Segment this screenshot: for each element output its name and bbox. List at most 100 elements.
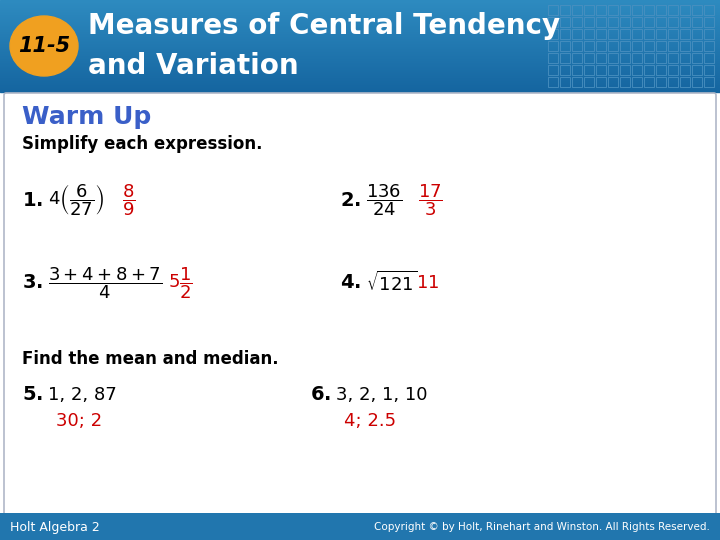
Bar <box>632 5 642 15</box>
Text: $\mathbf{5.}$: $\mathbf{5.}$ <box>22 386 43 404</box>
Bar <box>572 5 582 15</box>
Bar <box>680 5 690 15</box>
Bar <box>680 17 690 27</box>
Text: Measures of Central Tendency: Measures of Central Tendency <box>88 12 560 40</box>
Bar <box>0 28 720 29</box>
Bar <box>0 17 720 18</box>
Bar <box>704 65 714 75</box>
Bar <box>0 91 720 92</box>
Text: Simplify each expression.: Simplify each expression. <box>22 135 263 153</box>
Bar <box>0 48 720 49</box>
Bar <box>0 513 720 540</box>
Bar <box>560 77 570 87</box>
Bar <box>0 31 720 32</box>
Bar <box>704 5 714 15</box>
Bar <box>632 77 642 87</box>
Bar <box>0 4 720 5</box>
Bar <box>0 75 720 76</box>
Bar <box>632 53 642 63</box>
Bar <box>584 17 594 27</box>
Bar <box>704 17 714 27</box>
Bar <box>620 17 630 27</box>
Bar <box>0 49 720 50</box>
Text: $\dfrac{17}{3}$: $\dfrac{17}{3}$ <box>418 182 443 218</box>
Bar <box>0 83 720 84</box>
Bar <box>692 53 702 63</box>
Bar <box>0 46 720 47</box>
Bar <box>620 5 630 15</box>
Bar <box>0 56 720 57</box>
Text: $\dfrac{136}{24}$: $\dfrac{136}{24}$ <box>366 182 402 218</box>
Bar <box>584 5 594 15</box>
Bar <box>596 53 606 63</box>
Bar <box>548 77 558 87</box>
Bar <box>0 89 720 90</box>
Bar <box>632 65 642 75</box>
Bar <box>680 65 690 75</box>
Bar <box>0 36 720 37</box>
Bar <box>596 29 606 39</box>
Bar <box>0 57 720 58</box>
Bar <box>656 17 666 27</box>
Bar <box>704 41 714 51</box>
Bar <box>692 17 702 27</box>
Bar <box>0 5 720 6</box>
Bar <box>0 61 720 62</box>
Bar <box>644 29 654 39</box>
Bar <box>572 65 582 75</box>
Bar <box>584 65 594 75</box>
Text: $\mathbf{4.}$: $\mathbf{4.}$ <box>340 273 361 293</box>
Bar <box>548 5 558 15</box>
Bar <box>548 17 558 27</box>
Text: $\dfrac{3+4+8+7}{4}$: $\dfrac{3+4+8+7}{4}$ <box>48 265 162 301</box>
Bar <box>0 16 720 17</box>
Text: $\mathbf{2.}$: $\mathbf{2.}$ <box>340 191 361 210</box>
Bar <box>692 41 702 51</box>
Bar <box>0 66 720 67</box>
Bar <box>0 15 720 16</box>
Bar <box>0 44 720 45</box>
Text: $4\left(\dfrac{6}{27}\right)$: $4\left(\dfrac{6}{27}\right)$ <box>48 182 104 218</box>
Bar <box>0 42 720 43</box>
Bar <box>0 85 720 86</box>
Bar <box>680 77 690 87</box>
Bar <box>644 53 654 63</box>
Bar <box>0 23 720 24</box>
Bar <box>656 65 666 75</box>
Bar <box>608 53 618 63</box>
Bar <box>596 41 606 51</box>
Bar <box>608 65 618 75</box>
Bar <box>620 53 630 63</box>
Bar <box>656 29 666 39</box>
Bar <box>0 74 720 75</box>
Bar <box>620 77 630 87</box>
Bar <box>704 29 714 39</box>
Bar <box>0 19 720 20</box>
Bar <box>596 77 606 87</box>
Bar <box>0 87 720 88</box>
Bar <box>644 5 654 15</box>
Bar <box>0 11 720 12</box>
Bar <box>0 65 720 66</box>
Bar <box>0 27 720 28</box>
Bar <box>0 60 720 61</box>
Bar <box>0 73 720 74</box>
FancyBboxPatch shape <box>4 93 716 515</box>
Bar <box>0 33 720 34</box>
Bar <box>0 38 720 39</box>
Bar <box>0 22 720 23</box>
Bar <box>0 86 720 87</box>
Bar <box>584 41 594 51</box>
Text: 30; 2: 30; 2 <box>56 412 102 430</box>
Bar <box>692 65 702 75</box>
Bar <box>0 8 720 9</box>
Bar <box>0 43 720 44</box>
Bar <box>0 84 720 85</box>
Bar <box>0 63 720 64</box>
Bar <box>668 53 678 63</box>
Bar <box>608 5 618 15</box>
Bar <box>0 90 720 91</box>
Bar <box>0 52 720 53</box>
Bar <box>692 77 702 87</box>
Bar <box>692 29 702 39</box>
